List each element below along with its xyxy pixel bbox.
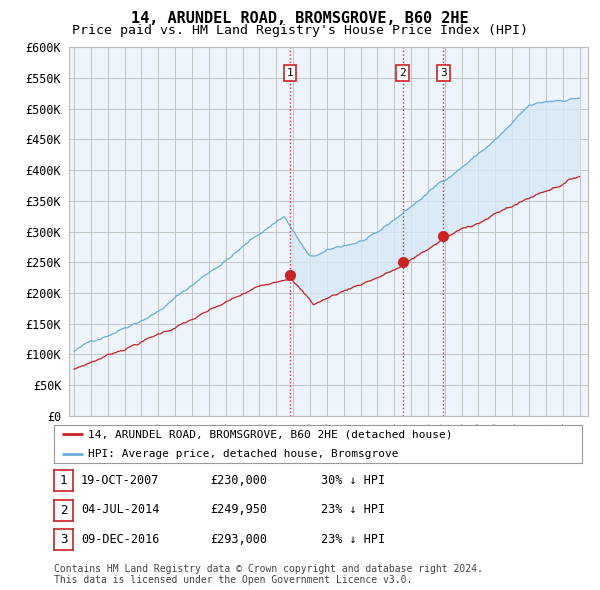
Text: 23% ↓ HPI: 23% ↓ HPI bbox=[321, 503, 385, 516]
Text: HPI: Average price, detached house, Bromsgrove: HPI: Average price, detached house, Brom… bbox=[88, 448, 399, 458]
Text: Price paid vs. HM Land Registry's House Price Index (HPI): Price paid vs. HM Land Registry's House … bbox=[72, 24, 528, 37]
Text: 2: 2 bbox=[399, 68, 406, 78]
Text: 04-JUL-2014: 04-JUL-2014 bbox=[81, 503, 160, 516]
Text: 3: 3 bbox=[60, 533, 67, 546]
Text: Contains HM Land Registry data © Crown copyright and database right 2024.
This d: Contains HM Land Registry data © Crown c… bbox=[54, 563, 483, 585]
Text: 19-OCT-2007: 19-OCT-2007 bbox=[81, 474, 160, 487]
Text: 23% ↓ HPI: 23% ↓ HPI bbox=[321, 533, 385, 546]
Text: £249,950: £249,950 bbox=[210, 503, 267, 516]
Text: 1: 1 bbox=[287, 68, 293, 78]
Text: 2: 2 bbox=[60, 504, 67, 517]
Text: 30% ↓ HPI: 30% ↓ HPI bbox=[321, 474, 385, 487]
Text: 1: 1 bbox=[60, 474, 67, 487]
Text: 3: 3 bbox=[440, 68, 447, 78]
Text: 14, ARUNDEL ROAD, BROMSGROVE, B60 2HE: 14, ARUNDEL ROAD, BROMSGROVE, B60 2HE bbox=[131, 11, 469, 25]
Text: £293,000: £293,000 bbox=[210, 533, 267, 546]
Text: 14, ARUNDEL ROAD, BROMSGROVE, B60 2HE (detached house): 14, ARUNDEL ROAD, BROMSGROVE, B60 2HE (d… bbox=[88, 430, 453, 440]
Text: 09-DEC-2016: 09-DEC-2016 bbox=[81, 533, 160, 546]
Text: £230,000: £230,000 bbox=[210, 474, 267, 487]
